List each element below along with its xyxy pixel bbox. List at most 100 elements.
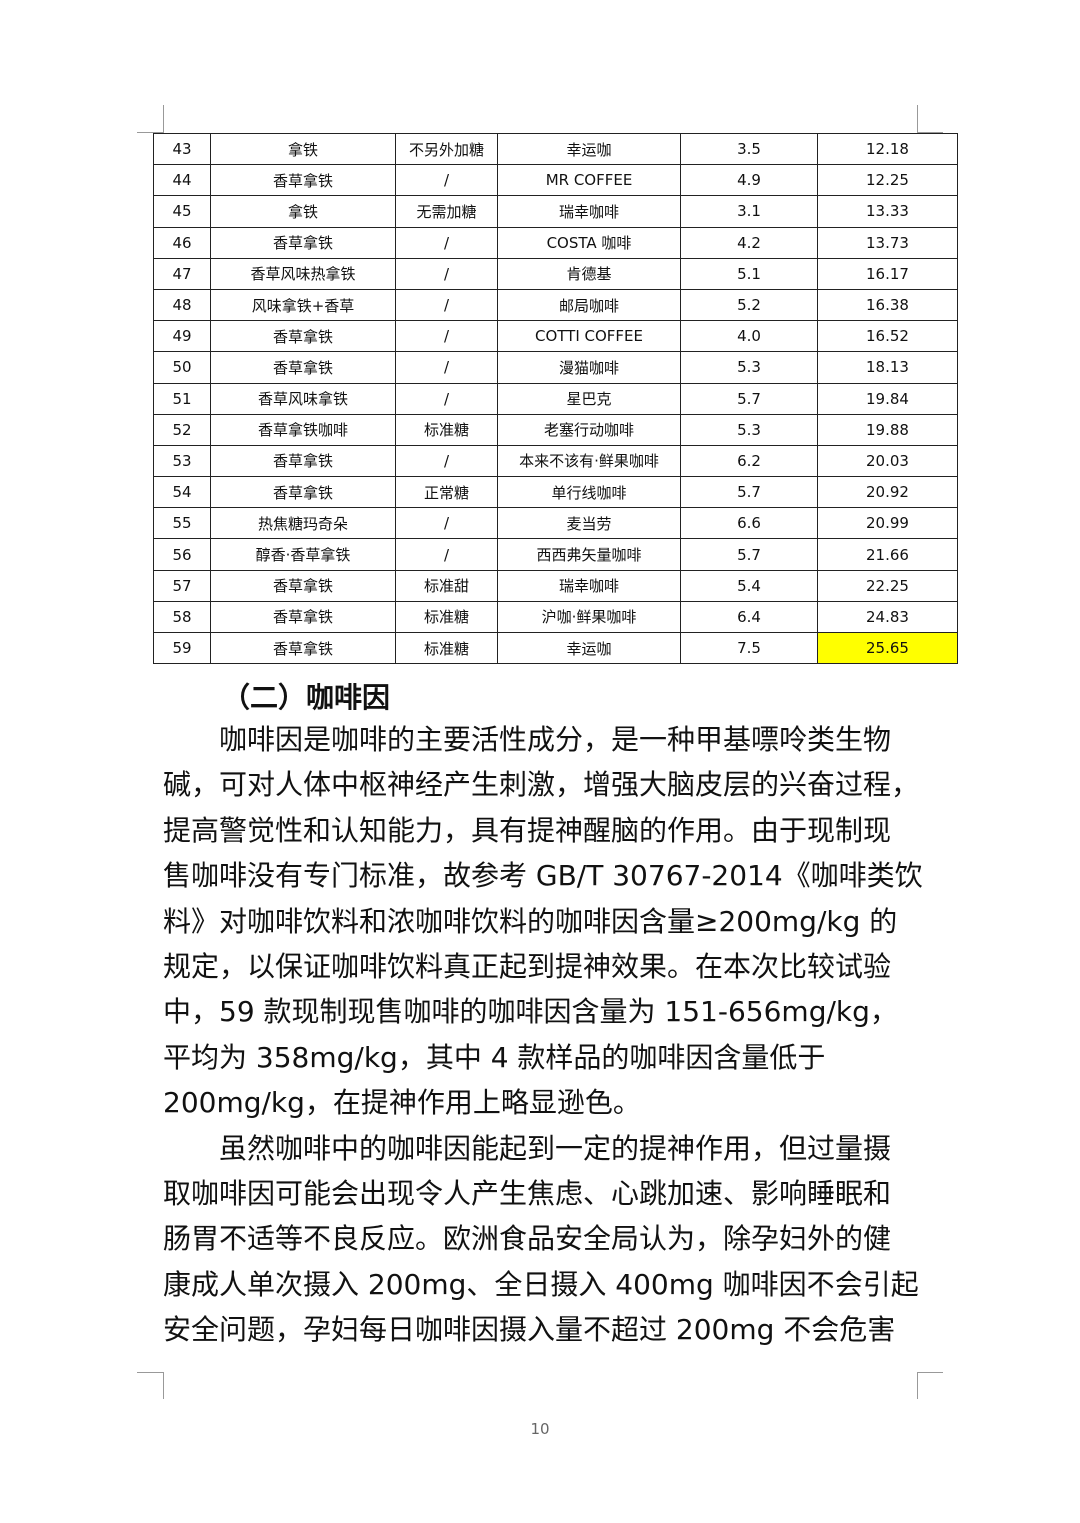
corner-mark (917, 1372, 918, 1399)
corner-mark (137, 132, 163, 133)
table-cell: 4.0 (680, 320, 818, 353)
table-cell: / (395, 382, 498, 415)
corner-mark (917, 132, 943, 133)
table-cell: 香草拿铁 (210, 476, 396, 509)
paragraph-line: 200mg/kg，在提神作用上略显逊色。 (163, 1086, 641, 1120)
corner-mark (163, 105, 164, 133)
table-cell: 香草拿铁 (210, 569, 396, 602)
table-cell: 45 (153, 195, 211, 228)
table-row: 44 香草拿铁 / MR COFFEE 4.9 12.25 (153, 164, 958, 197)
table-cell: 香草风味热拿铁 (210, 257, 396, 290)
table-cell: 5.7 (680, 382, 818, 415)
table-cell: 本来不该有·鲜果咖啡 (497, 444, 681, 478)
table-cell: 19.88 (817, 413, 958, 446)
table-cell: COSTA 咖啡 (497, 226, 681, 259)
table-cell: 22.25 (817, 569, 958, 602)
table-cell: 邮局咖啡 (497, 288, 681, 322)
table-row: 58 香草拿铁 标准糖 沪咖·鲜果咖啡 6.4 24.83 (153, 600, 958, 634)
table-cell: 5.3 (680, 351, 818, 384)
table-cell: 单行线咖啡 (497, 476, 681, 509)
table-cell: 正常糖 (395, 476, 498, 509)
table-cell: 西西弗矢量咖啡 (497, 538, 681, 571)
paragraph-line: 咖啡因是咖啡的主要活性成分，是一种甲基嘌呤类生物 (163, 723, 892, 756)
table-cell: 香草拿铁 (210, 631, 396, 665)
table-row: 57 香草拿铁 标准甜 瑞幸咖啡 5.4 22.25 (153, 569, 958, 602)
table-cell: 16.38 (817, 288, 958, 322)
table-cell: 4.2 (680, 226, 818, 259)
table-cell: 25.65 (817, 631, 958, 665)
table-cell: 56 (153, 538, 211, 571)
table-cell: 不另外加糖 (395, 132, 498, 166)
table-row: 55 热焦糖玛奇朵 / 麦当劳 6.6 20.99 (153, 507, 958, 540)
table-cell: 5.7 (680, 476, 818, 509)
table-cell: 51 (153, 382, 211, 415)
table-cell: / (395, 507, 498, 540)
table-cell: 标准糖 (395, 413, 498, 446)
table-cell: 幸运咖 (497, 132, 681, 166)
table-cell: 热焦糖玛奇朵 (210, 507, 396, 540)
table-cell: 20.92 (817, 476, 958, 509)
table-cell: / (395, 257, 498, 290)
table-cell: 肯德基 (497, 257, 681, 290)
table-cell: 5.2 (680, 288, 818, 322)
table-cell: 老塞行动咖啡 (497, 413, 681, 446)
table-cell: 标准糖 (395, 631, 498, 665)
table-cell: 醇香·香草拿铁 (210, 538, 396, 571)
table-cell: 拿铁 (210, 132, 396, 166)
paragraph-line: 取咖啡因可能会出现令人产生焦虑、心跳加速、影响睡眠和 (163, 1177, 892, 1210)
table-row: 54 香草拿铁 正常糖 单行线咖啡 5.7 20.92 (153, 476, 958, 509)
table-cell: 6.4 (680, 600, 818, 634)
table-cell: / (395, 288, 498, 322)
table-cell: 3.5 (680, 132, 818, 166)
table-row: 56 醇香·香草拿铁 / 西西弗矢量咖啡 5.7 21.66 (153, 538, 958, 571)
table-cell: 53 (153, 444, 211, 478)
table-cell: 风味拿铁+香草 (210, 288, 396, 322)
table-cell: / (395, 164, 498, 197)
table-row: 45 拿铁 无需加糖 瑞幸咖啡 3.1 13.33 (153, 195, 958, 228)
table-cell: 香草拿铁 (210, 226, 396, 259)
table-row: 47 香草风味热拿铁 / 肯德基 5.1 16.17 (153, 257, 958, 290)
table-cell: 香草拿铁 (210, 351, 396, 384)
table-cell: 47 (153, 257, 211, 290)
table-cell: 12.25 (817, 164, 958, 197)
corner-mark (163, 1372, 164, 1399)
table-cell: 52 (153, 413, 211, 446)
paragraph-line: 料》对咖啡饮料和浓咖啡饮料的咖啡因含量≥200mg/kg 的 (163, 904, 898, 938)
table-cell: 20.03 (817, 444, 958, 478)
table-cell: 4.9 (680, 164, 818, 197)
table-cell: 46 (153, 226, 211, 259)
table-cell: 58 (153, 600, 211, 634)
table-cell: 香草拿铁 (210, 164, 396, 197)
table-cell: / (395, 320, 498, 353)
page-number: 10 (530, 1420, 550, 1438)
table-cell: 香草拿铁 (210, 600, 396, 634)
table-cell: 无需加糖 (395, 195, 498, 228)
table-cell: 沪咖·鲜果咖啡 (497, 600, 681, 634)
table-row: 59 香草拿铁 标准糖 幸运咖 7.5 25.65 (153, 631, 958, 665)
table-cell: 18.13 (817, 351, 958, 384)
paragraph-line: 虽然咖啡中的咖啡因能起到一定的提神作用，但过量摄 (163, 1131, 892, 1165)
table-cell: 星巴克 (497, 382, 681, 415)
table-cell: 3.1 (680, 195, 818, 228)
table-row: 50 香草拿铁 / 漫猫咖啡 5.3 18.13 (153, 351, 958, 384)
table-cell: / (395, 538, 498, 571)
table-row: 53 香草拿铁 / 本来不该有·鲜果咖啡 6.2 20.03 (153, 444, 958, 478)
table-cell: 麦当劳 (497, 507, 681, 540)
table-cell: 59 (153, 631, 211, 665)
table-cell: 13.73 (817, 226, 958, 259)
table-cell: 21.66 (817, 538, 958, 571)
paragraph-line: 售咖啡没有专门标准，故参考 GB/T 30767-2014《咖啡类饮 (163, 859, 923, 893)
table-cell: 48 (153, 288, 211, 322)
table-cell: 7.5 (680, 631, 818, 665)
table-cell: 5.1 (680, 257, 818, 290)
paragraph-line: 中，59 款现制现售咖啡的咖啡因含量为 151-656mg/kg， (163, 995, 898, 1029)
table-cell: 24.83 (817, 600, 958, 634)
table-cell: 13.33 (817, 195, 958, 228)
table-cell: 5.7 (680, 538, 818, 571)
table-cell: / (395, 444, 498, 478)
table-cell: 幸运咖 (497, 631, 681, 665)
table-cell: 5.4 (680, 569, 818, 602)
table-cell: 43 (153, 132, 211, 166)
table-cell: MR COFFEE (497, 164, 681, 197)
table-cell: 拿铁 (210, 195, 396, 228)
